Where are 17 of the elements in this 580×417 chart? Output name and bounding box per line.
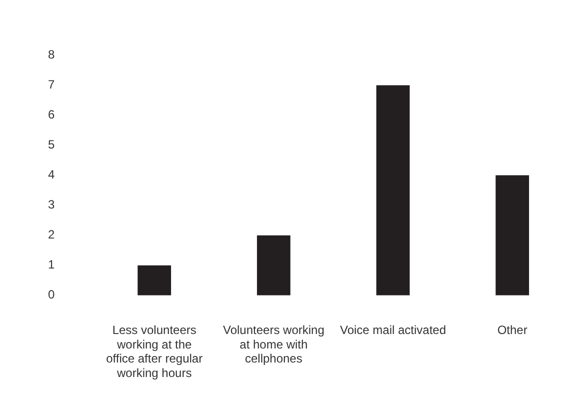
y-tick-label: 7 bbox=[48, 78, 55, 92]
x-tick-label: Volunteers working at home with cellphones bbox=[222, 322, 324, 366]
y-tick-label: 6 bbox=[48, 108, 55, 122]
y-tick-label: 4 bbox=[48, 168, 55, 182]
bar bbox=[496, 175, 530, 296]
x-tick-label: Less volunteers working at the office after regular working hours bbox=[106, 322, 203, 380]
bar bbox=[376, 85, 410, 296]
bar bbox=[138, 265, 172, 296]
y-tick-label: 2 bbox=[48, 228, 55, 242]
x-tick-label: Voice mail activated bbox=[340, 322, 446, 337]
y-tick-label: 8 bbox=[48, 48, 55, 62]
y-tick-label: 0 bbox=[48, 288, 55, 302]
x-tick-label: Other bbox=[497, 322, 528, 337]
y-tick-label: 3 bbox=[48, 198, 55, 212]
y-tick-label: 1 bbox=[48, 258, 55, 272]
y-tick-label: 5 bbox=[48, 138, 55, 152]
bar bbox=[256, 235, 290, 296]
